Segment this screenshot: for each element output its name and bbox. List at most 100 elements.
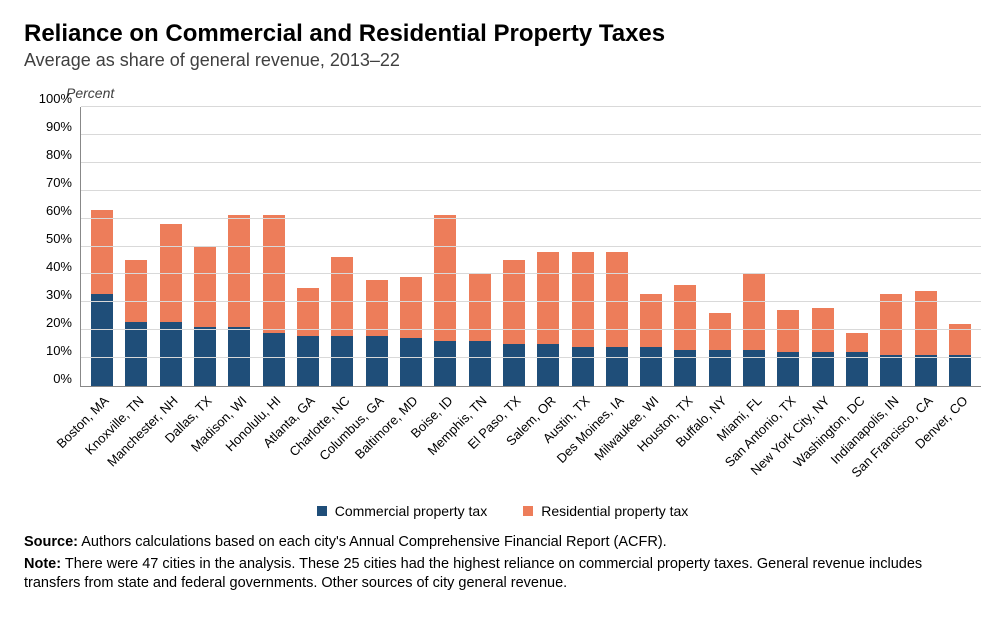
bar — [91, 210, 113, 386]
bar-segment-residential — [125, 260, 147, 322]
y-axis: 100%90%80%70%60%50%40%30%20%10%0% — [24, 107, 80, 387]
bar-slot — [737, 107, 771, 386]
legend-label: Commercial property tax — [335, 503, 488, 519]
bar — [400, 277, 422, 386]
bar-slot — [806, 107, 840, 386]
bar — [709, 313, 731, 386]
bar-segment-residential — [194, 246, 216, 327]
source-text: Authors calculations based on each city'… — [81, 534, 666, 550]
bar-segment-residential — [846, 333, 868, 353]
chart-area: 100%90%80%70%60%50%40%30%20%10%0% — [24, 107, 981, 387]
bar-segment-residential — [469, 274, 491, 341]
legend-swatch — [317, 506, 327, 516]
bar-segment-commercial — [640, 347, 662, 386]
bar-slot — [394, 107, 428, 386]
grid-line — [81, 301, 981, 302]
footnotes: Source: Authors calculations based on ea… — [24, 533, 981, 594]
bar — [880, 294, 902, 386]
bar-segment-commercial — [366, 336, 388, 386]
bar-segment-commercial — [743, 350, 765, 386]
bar — [846, 333, 868, 386]
bar-slot — [85, 107, 119, 386]
bar-segment-residential — [366, 280, 388, 336]
x-tick: Buffalo, NY — [702, 387, 736, 497]
bar — [915, 291, 937, 386]
bar-segment-residential — [331, 257, 353, 335]
x-tick: Baltimore, MD — [393, 387, 427, 497]
chart-subtitle: Average as share of general revenue, 201… — [24, 50, 981, 71]
bar — [606, 252, 628, 386]
bar-slot — [943, 107, 977, 386]
bar-segment-residential — [434, 215, 456, 341]
bar-segment-commercial — [880, 355, 902, 386]
legend-swatch — [523, 506, 533, 516]
bar-slot — [497, 107, 531, 386]
bar-segment-residential — [777, 310, 799, 352]
grid-line — [81, 106, 981, 107]
bar-segment-residential — [709, 313, 731, 349]
grid-line — [81, 190, 981, 191]
legend-item-commercial: Commercial property tax — [317, 503, 488, 519]
bar-segment-commercial — [606, 347, 628, 386]
bar-slot — [325, 107, 359, 386]
bar-segment-commercial — [160, 322, 182, 386]
bar-segment-commercial — [915, 355, 937, 386]
bar-slot — [703, 107, 737, 386]
bar — [125, 260, 147, 386]
grid-line — [81, 357, 981, 358]
bar-segment-residential — [606, 252, 628, 347]
grid-line — [81, 218, 981, 219]
bar-segment-commercial — [537, 344, 559, 386]
bar-segment-commercial — [709, 350, 731, 386]
bar-segment-residential — [880, 294, 902, 356]
chart-title: Reliance on Commercial and Residential P… — [24, 20, 981, 48]
bar-segment-commercial — [572, 347, 594, 386]
bar-slot — [428, 107, 462, 386]
bar-slot — [771, 107, 805, 386]
bar — [640, 294, 662, 386]
bar-segment-residential — [674, 285, 696, 349]
bar — [331, 257, 353, 386]
bar — [572, 252, 594, 386]
y-axis-title: Percent — [66, 85, 981, 101]
bar-slot — [257, 107, 291, 386]
bar-segment-commercial — [400, 338, 422, 386]
bar — [297, 288, 319, 386]
note-line: Note: There were 47 cities in the analys… — [24, 555, 981, 594]
grid-line — [81, 329, 981, 330]
note-prefix: Note: — [24, 556, 61, 572]
bar-slot — [360, 107, 394, 386]
grid-line — [81, 162, 981, 163]
bar-segment-commercial — [674, 350, 696, 386]
bar-segment-commercial — [331, 336, 353, 386]
bars-container — [81, 107, 981, 386]
bar-slot — [188, 107, 222, 386]
bar-segment-residential — [743, 274, 765, 350]
bar-segment-residential — [91, 210, 113, 294]
grid-line — [81, 246, 981, 247]
bar-segment-commercial — [297, 336, 319, 386]
bar-segment-residential — [228, 215, 250, 327]
bar-slot — [634, 107, 668, 386]
bar-slot — [600, 107, 634, 386]
bar — [160, 224, 182, 386]
bar-slot — [462, 107, 496, 386]
bar-slot — [909, 107, 943, 386]
note-text: There were 47 cities in the analysis. Th… — [24, 556, 922, 592]
bar-segment-residential — [572, 252, 594, 347]
bar-segment-commercial — [503, 344, 525, 386]
x-axis: Boston, MAKnoxville, TNManchester, NHDal… — [80, 387, 981, 497]
bar — [366, 280, 388, 386]
bar-segment-commercial — [263, 333, 285, 386]
bar-slot — [154, 107, 188, 386]
bar — [949, 324, 971, 386]
grid-line — [81, 134, 981, 135]
bar-slot — [565, 107, 599, 386]
bar-slot — [840, 107, 874, 386]
bar-slot — [531, 107, 565, 386]
bar-slot — [668, 107, 702, 386]
bar — [194, 246, 216, 386]
legend: Commercial property taxResidential prope… — [24, 503, 981, 519]
bar — [537, 252, 559, 386]
bar-segment-commercial — [949, 355, 971, 386]
